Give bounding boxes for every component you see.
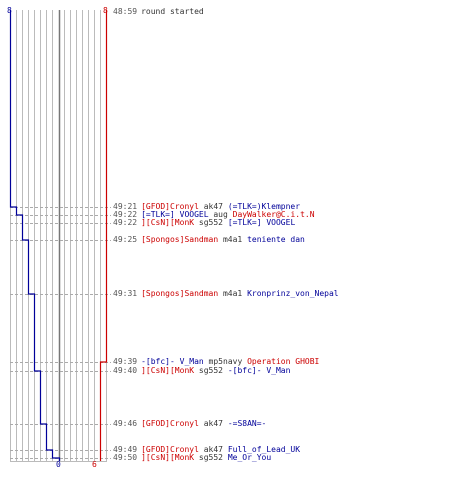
event-time: 49:39 [113,357,138,366]
weapon-name: sg552 [198,366,223,375]
event-time: 49:22 [113,218,138,227]
weapon-name: mp5navy [208,357,243,366]
kill-event-row: 49:25 [Spongos]Sandman m4a1 teniente dan [113,236,305,244]
weapon-name: sg552 [198,453,223,462]
event-time: 49:21 [113,202,138,211]
victim-name: Full_of_Lead_UK [227,445,301,454]
killer-name: [=TLK=] VOOGEL [141,210,209,219]
victim-name: (=TLK=)Klempner [227,202,301,211]
red-team-alive-line [99,10,108,461]
victim-name: [=TLK=] VOOGEL [227,218,296,227]
event-time: 49:25 [113,235,138,244]
weapon-name: aug [213,210,228,219]
killer-name: [Spongos]Sandman [141,289,219,298]
event-time: 49:31 [113,289,138,298]
event-time: 49:49 [113,445,138,454]
weapon-name: ak47 [203,419,223,428]
kill-event-row: 49:22][CsN][MonK sg552 [=TLK=] VOOGEL [113,219,295,227]
kill-event-row: 49:46 [GFOD]Cronyl ak47 -=S8AN=- [113,420,266,428]
killer-name: ][CsN][MonK [141,218,195,227]
event-time: 49:40 [113,366,138,375]
kill-event-row: 49:40][CsN][MonK sg552 -[bfc]- V_Man [113,367,290,375]
weapon-name: ak47 [203,202,223,211]
kill-event-row: 49:39 -[bfc]- V_Man mp5navy Operation GHO… [113,358,319,366]
victim-name: Kronprinz_von_Nepal [247,289,339,298]
killer-name: [GFOD]Cronyl [141,419,199,428]
weapon-name: ak47 [203,445,223,454]
victim-name: DayWalker@C.i.t.N [232,210,315,219]
victim-name: teniente dan [247,235,305,244]
victim-name: Operation GHOBI [247,357,320,366]
killer-name: [GFOD]Cronyl [141,445,199,454]
red-start-count: 8 [103,6,108,15]
weapon-name: sg552 [198,218,223,227]
victim-name: Me_Or_You [227,453,272,462]
killer-name: [GFOD]Cronyl [141,202,199,211]
kill-event-row: 49:21 [GFOD]Cronyl ak47 (=TLK=)Klempner [113,203,300,211]
killer-name: -[bfc]- V_Man [141,357,204,366]
round-start-time: 48:59 [113,7,138,16]
killer-name: [Spongos]Sandman [141,235,219,244]
victim-name: -=S8AN=- [227,419,267,428]
round-start-text: round started [141,7,204,16]
killer-name: ][CsN][MonK [141,366,195,375]
killer-name: ][CsN][MonK [141,453,195,462]
kill-event-row: 49:50][CsN][MonK sg552 Me_Or_You [113,454,271,462]
red-end-count: 6 [92,460,97,469]
blue-team-alive-line [9,10,61,461]
victim-name: -[bfc]- V_Man [227,366,291,375]
event-time: 49:22 [113,210,138,219]
event-time: 49:50 [113,453,138,462]
kill-event-row: 49:31 [Spongos]Sandman m4a1 Kronprinz_von… [113,290,339,298]
blue-start-count: 8 [7,6,12,15]
weapon-name: m4a1 [222,235,243,244]
weapon-name: m4a1 [222,289,243,298]
blue-end-count: 0 [56,460,61,469]
kill-event-row: 49:49 [GFOD]Cronyl ak47 Full_of_Lead_UK [113,446,300,454]
event-time: 49:46 [113,419,138,428]
kill-event-row: 49:22 [=TLK=] VOOGEL aug DayWalker@C.i.t.… [113,211,315,219]
round-start-row: 48:59 round started [113,8,204,16]
